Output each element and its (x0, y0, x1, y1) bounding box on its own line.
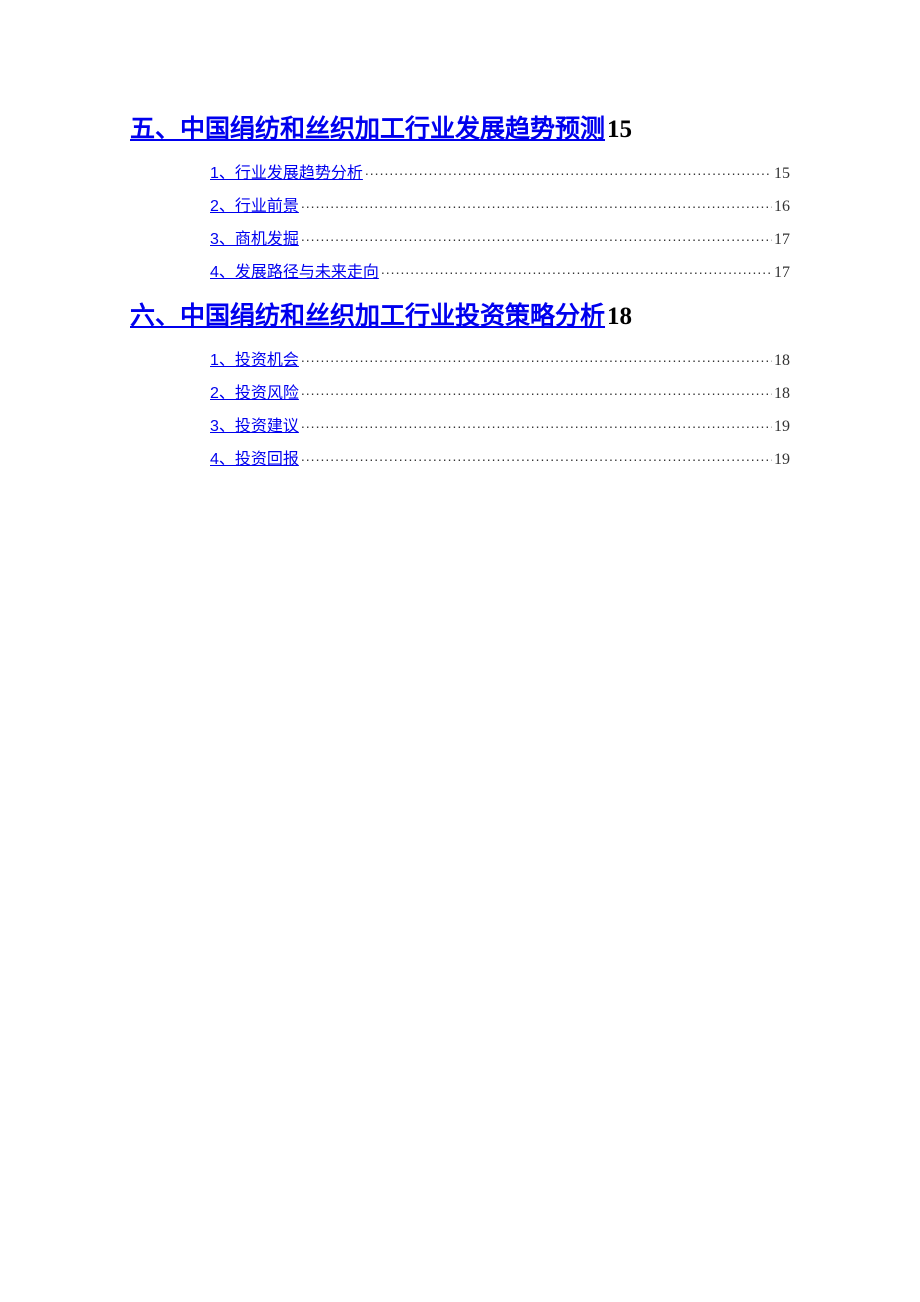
toc-dots (301, 349, 772, 365)
toc-link-6-2[interactable]: 2、投资风险 (210, 379, 299, 403)
toc-dots (301, 415, 772, 431)
toc-dots (301, 228, 772, 244)
toc-dots (381, 261, 772, 277)
toc-link-5-2[interactable]: 2、行业前景 (210, 192, 299, 216)
toc-item: 1、行业发展趋势分析 15 (210, 159, 790, 188)
toc-item: 3、商机发掘 17 (210, 225, 790, 254)
toc-page: 16 (774, 198, 790, 216)
section-5-link[interactable]: 五、中国绢纺和丝织加工行业发展趋势预测 (130, 112, 605, 147)
toc-page: 15 (774, 165, 790, 183)
toc-item: 4、投资回报 19 (210, 445, 790, 474)
toc-page: 17 (774, 264, 790, 282)
toc-page: 18 (774, 352, 790, 370)
toc-link-5-1[interactable]: 1、行业发展趋势分析 (210, 159, 363, 183)
toc-link-6-3[interactable]: 3、投资建议 (210, 412, 299, 436)
toc-item: 4、发展路径与未来走向 17 (210, 258, 790, 287)
toc-link-5-3[interactable]: 3、商机发掘 (210, 225, 299, 249)
toc-dots (301, 195, 772, 211)
section-heading-6: 六、中国绢纺和丝织加工行业投资策略分析 18 (130, 299, 790, 334)
toc-page: 19 (774, 451, 790, 469)
toc-link-6-1[interactable]: 1、投资机会 (210, 346, 299, 370)
toc-item: 1、投资机会 18 (210, 346, 790, 375)
toc-item: 3、投资建议 19 (210, 412, 790, 441)
toc-page: 18 (774, 385, 790, 403)
toc-container: 五、中国绢纺和丝织加工行业发展趋势预测 15 1、行业发展趋势分析 15 2、行… (130, 112, 790, 474)
toc-item: 2、行业前景 16 (210, 192, 790, 221)
section-6-page: 18 (607, 303, 632, 331)
toc-link-6-4[interactable]: 4、投资回报 (210, 445, 299, 469)
toc-page: 17 (774, 231, 790, 249)
section-6-link[interactable]: 六、中国绢纺和丝织加工行业投资策略分析 (130, 299, 605, 334)
toc-item: 2、投资风险 18 (210, 379, 790, 408)
toc-link-5-4[interactable]: 4、发展路径与未来走向 (210, 258, 379, 282)
toc-dots (301, 382, 772, 398)
toc-page: 19 (774, 418, 790, 436)
toc-dots (365, 162, 772, 178)
toc-dots (301, 448, 772, 464)
section-heading-5: 五、中国绢纺和丝织加工行业发展趋势预测 15 (130, 112, 790, 147)
section-5-page: 15 (607, 116, 632, 144)
